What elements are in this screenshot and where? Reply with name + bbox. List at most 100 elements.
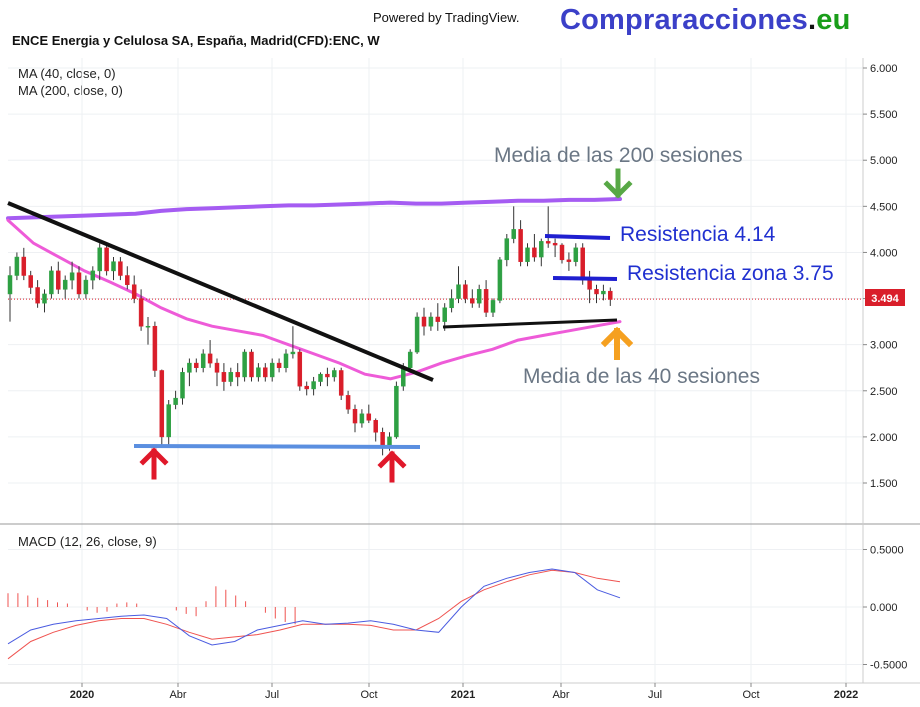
candle-up xyxy=(145,325,151,328)
time-tick-label: 2021 xyxy=(451,689,475,701)
candle-up xyxy=(311,381,316,390)
candle-up xyxy=(242,351,247,378)
candle-up xyxy=(511,229,516,239)
candle-down xyxy=(545,241,551,244)
candle-down xyxy=(125,275,130,285)
candle-down xyxy=(435,316,441,322)
candle-down xyxy=(131,284,137,299)
candle-down xyxy=(263,367,268,378)
candle-down xyxy=(214,362,220,373)
candle-down xyxy=(325,373,330,378)
time-tick-label: Abr xyxy=(552,689,569,701)
price-tick-label: 5.000 xyxy=(870,155,898,167)
candle-up xyxy=(497,259,503,301)
ma40-annotation[interactable]: Media de las 40 sesiones xyxy=(523,365,760,388)
time-tick-label: Abr xyxy=(169,689,186,701)
candle-down xyxy=(304,385,309,390)
time-tick-label: 2022 xyxy=(834,689,858,701)
candle-down xyxy=(76,272,82,295)
time-tick-label: Oct xyxy=(360,689,377,701)
price-tick-label: 2.500 xyxy=(870,386,898,398)
support-line[interactable] xyxy=(133,444,421,449)
candle-up xyxy=(290,351,296,355)
candle-up xyxy=(62,279,68,290)
green-down-arrow-icon xyxy=(603,168,633,199)
candle-up xyxy=(42,293,47,304)
candle-down xyxy=(297,351,303,387)
candle-down xyxy=(207,353,213,364)
candle-up xyxy=(83,279,89,295)
candle-up xyxy=(401,367,406,387)
candle-up xyxy=(456,284,461,299)
candle-up xyxy=(256,367,261,378)
candle-down xyxy=(366,413,372,421)
candle-up xyxy=(525,247,530,262)
ma200-legend-label[interactable]: MA (200, close, 0) xyxy=(18,83,123,98)
price-axis[interactable]: 6.0005.5005.0004.5004.0003.5003.0002.500… xyxy=(863,63,898,490)
downtrend-line[interactable] xyxy=(7,201,434,382)
ma40-legend-label[interactable]: MA (40, close, 0) xyxy=(18,66,116,81)
candle-down xyxy=(159,370,165,438)
candle-up xyxy=(601,290,606,295)
macd-legend-label[interactable]: MACD (12, 26, close, 9) xyxy=(18,534,157,549)
candle-down xyxy=(552,242,558,246)
time-tick-label: 2020 xyxy=(70,689,94,701)
candle-up xyxy=(504,238,510,261)
rising-support-line[interactable] xyxy=(442,318,618,329)
candle-up xyxy=(449,298,454,309)
candle-down xyxy=(483,289,489,313)
candle-up xyxy=(166,404,171,438)
ma200-annotation[interactable]: Media de las 200 sesiones xyxy=(494,144,743,167)
candle-down xyxy=(559,244,565,261)
candle-down xyxy=(470,298,475,304)
candle-down xyxy=(352,408,358,424)
candle-down xyxy=(194,362,199,368)
brand-logo: Compraracciones.eu xyxy=(560,4,851,37)
resistance-4-14-line[interactable] xyxy=(544,234,611,240)
candle-down xyxy=(463,284,468,299)
candle-up xyxy=(180,372,185,399)
candle-down xyxy=(221,372,227,382)
orange-up-arrow-icon xyxy=(600,326,634,360)
price-tick-label: 3.000 xyxy=(870,340,898,352)
candle-up xyxy=(14,256,20,276)
macd-line xyxy=(7,568,621,646)
candle-up xyxy=(490,300,496,313)
candle-up xyxy=(269,362,275,378)
ma200-line xyxy=(6,197,622,221)
brand-tld: eu xyxy=(816,4,851,36)
price-tick-label: 4.000 xyxy=(870,247,898,259)
candle-down xyxy=(338,370,344,396)
macd-axis[interactable]: 0.5000 0.000 -0.5000 xyxy=(863,545,907,672)
candle-up xyxy=(318,373,323,382)
candle-down xyxy=(118,261,123,276)
candle-down xyxy=(152,325,158,371)
resistance-4-14-annotation[interactable]: Resistencia 4.14 xyxy=(620,223,776,246)
candle-down xyxy=(35,287,40,304)
last-price-badge xyxy=(865,289,905,306)
price-tick-label: 5.500 xyxy=(870,109,898,121)
resistance-3-75-annotation[interactable]: Resistencia zona 3.75 xyxy=(627,262,834,285)
candle-down xyxy=(249,351,254,378)
candle-up xyxy=(228,372,234,382)
candle-up xyxy=(200,353,206,368)
candle-down xyxy=(566,259,572,262)
resistance-3-75-line[interactable] xyxy=(552,276,618,281)
candle-up xyxy=(69,272,75,281)
price-tick-label: 2.000 xyxy=(870,432,898,444)
candle-down xyxy=(104,247,109,272)
candle-down xyxy=(587,279,592,290)
candle-up xyxy=(573,247,579,262)
time-axis[interactable]: 2020 Abr Jul Oct 2021 Abr Jul Oct 2022 xyxy=(70,683,858,701)
candle-down xyxy=(21,256,27,276)
price-tick-label: 1.500 xyxy=(870,478,898,490)
candle-down xyxy=(138,298,144,327)
candle-down xyxy=(345,395,351,410)
candle-down xyxy=(421,316,427,327)
symbol-title: ENCE Energia y Celulosa SA, España, Madr… xyxy=(12,33,380,48)
candle-up xyxy=(476,289,482,304)
candle-up xyxy=(539,241,544,258)
candlestick-series xyxy=(7,206,613,456)
price-grid xyxy=(8,58,863,683)
